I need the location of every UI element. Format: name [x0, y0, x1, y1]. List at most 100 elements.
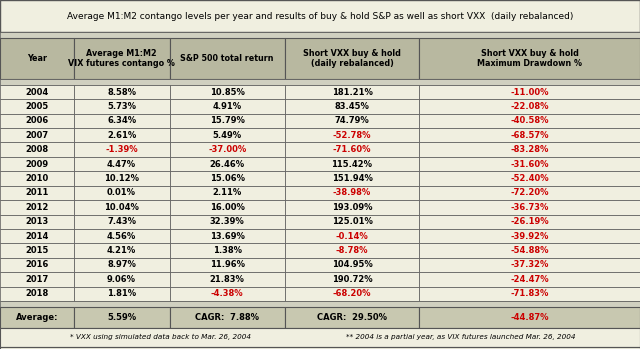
- Bar: [419, 142, 640, 157]
- Bar: [0, 38, 74, 79]
- Text: Average:: Average:: [15, 313, 58, 322]
- Text: 4.56%: 4.56%: [107, 232, 136, 241]
- Bar: [170, 200, 285, 215]
- Text: 21.83%: 21.83%: [210, 275, 244, 284]
- Bar: [285, 186, 419, 200]
- Bar: [419, 287, 640, 301]
- Text: 26.46%: 26.46%: [210, 159, 244, 169]
- Bar: [170, 142, 285, 157]
- Text: 2010: 2010: [25, 174, 49, 183]
- Text: 8.58%: 8.58%: [107, 88, 136, 97]
- Text: -52.78%: -52.78%: [333, 131, 371, 140]
- Text: 2014: 2014: [25, 232, 49, 241]
- Bar: [74, 243, 170, 258]
- Text: 2015: 2015: [25, 246, 49, 255]
- Text: -31.60%: -31.60%: [510, 159, 549, 169]
- Text: 4.47%: 4.47%: [107, 159, 136, 169]
- Text: 5.73%: 5.73%: [107, 102, 136, 111]
- Bar: [74, 142, 170, 157]
- Bar: [170, 287, 285, 301]
- Bar: [285, 99, 419, 114]
- Bar: [0, 243, 74, 258]
- Text: 15.06%: 15.06%: [210, 174, 244, 183]
- Bar: [170, 215, 285, 229]
- Text: Short VXX buy & hold
Maximum Drawdown %: Short VXX buy & hold Maximum Drawdown %: [477, 49, 582, 68]
- Text: 1.38%: 1.38%: [212, 246, 242, 255]
- Bar: [74, 186, 170, 200]
- Bar: [170, 243, 285, 258]
- Text: -71.60%: -71.60%: [333, 145, 371, 154]
- Bar: [74, 85, 170, 99]
- Text: -71.83%: -71.83%: [511, 289, 548, 298]
- Text: -1.39%: -1.39%: [106, 145, 138, 154]
- Text: 193.09%: 193.09%: [332, 203, 372, 212]
- Text: 15.79%: 15.79%: [210, 116, 244, 125]
- Bar: [285, 307, 419, 328]
- Text: -39.92%: -39.92%: [511, 232, 548, 241]
- Text: 5.59%: 5.59%: [107, 313, 136, 322]
- Text: Year: Year: [27, 54, 47, 63]
- Text: 13.69%: 13.69%: [210, 232, 244, 241]
- Text: 2018: 2018: [25, 289, 49, 298]
- Text: -26.19%: -26.19%: [510, 217, 549, 226]
- Text: ** 2004 is a partial year, as VIX futures launched Mar. 26, 2004: ** 2004 is a partial year, as VIX future…: [346, 334, 575, 340]
- Text: 2011: 2011: [25, 188, 49, 198]
- Text: 7.43%: 7.43%: [107, 217, 136, 226]
- Bar: [419, 215, 640, 229]
- Bar: [285, 215, 419, 229]
- Text: -54.88%: -54.88%: [510, 246, 549, 255]
- Bar: [170, 157, 285, 171]
- Bar: [285, 85, 419, 99]
- Bar: [0, 229, 74, 243]
- Bar: [285, 229, 419, 243]
- Bar: [170, 272, 285, 287]
- Text: -52.40%: -52.40%: [510, 174, 549, 183]
- Text: CAGR:  7.88%: CAGR: 7.88%: [195, 313, 259, 322]
- Text: Average M1:M2
VIX futures contango %: Average M1:M2 VIX futures contango %: [68, 49, 175, 68]
- Text: 2017: 2017: [25, 275, 49, 284]
- Text: 2004: 2004: [25, 88, 49, 97]
- Bar: [419, 38, 640, 79]
- Text: S&P 500 total return: S&P 500 total return: [180, 54, 274, 63]
- Text: 9.06%: 9.06%: [107, 275, 136, 284]
- Text: -38.98%: -38.98%: [333, 188, 371, 198]
- Text: -40.58%: -40.58%: [510, 116, 549, 125]
- Text: -68.20%: -68.20%: [333, 289, 371, 298]
- Text: 2008: 2008: [25, 145, 49, 154]
- Text: 0.01%: 0.01%: [107, 188, 136, 198]
- Text: 2007: 2007: [25, 131, 49, 140]
- Text: 2.11%: 2.11%: [212, 188, 242, 198]
- Text: 4.91%: 4.91%: [212, 102, 242, 111]
- Bar: [74, 171, 170, 186]
- Bar: [74, 128, 170, 142]
- Bar: [74, 258, 170, 272]
- Text: -68.57%: -68.57%: [510, 131, 549, 140]
- Bar: [170, 38, 285, 79]
- Bar: [285, 200, 419, 215]
- Text: -22.08%: -22.08%: [510, 102, 549, 111]
- Text: 6.34%: 6.34%: [107, 116, 136, 125]
- Bar: [419, 171, 640, 186]
- Bar: [0, 301, 640, 307]
- Text: 181.21%: 181.21%: [332, 88, 372, 97]
- Text: 2006: 2006: [25, 116, 49, 125]
- Bar: [0, 307, 74, 328]
- Text: 1.81%: 1.81%: [107, 289, 136, 298]
- Text: CAGR:  29.50%: CAGR: 29.50%: [317, 313, 387, 322]
- Text: 74.79%: 74.79%: [335, 116, 369, 125]
- Text: -37.32%: -37.32%: [511, 260, 548, 269]
- Bar: [419, 128, 640, 142]
- Text: 2013: 2013: [25, 217, 49, 226]
- Text: -11.00%: -11.00%: [510, 88, 549, 97]
- Bar: [74, 307, 170, 328]
- Bar: [0, 99, 74, 114]
- Bar: [0, 114, 74, 128]
- Bar: [0, 32, 640, 38]
- Bar: [74, 38, 170, 79]
- Bar: [170, 307, 285, 328]
- Bar: [0, 215, 74, 229]
- Bar: [0, 200, 74, 215]
- Bar: [285, 287, 419, 301]
- Bar: [74, 114, 170, 128]
- Text: 151.94%: 151.94%: [332, 174, 372, 183]
